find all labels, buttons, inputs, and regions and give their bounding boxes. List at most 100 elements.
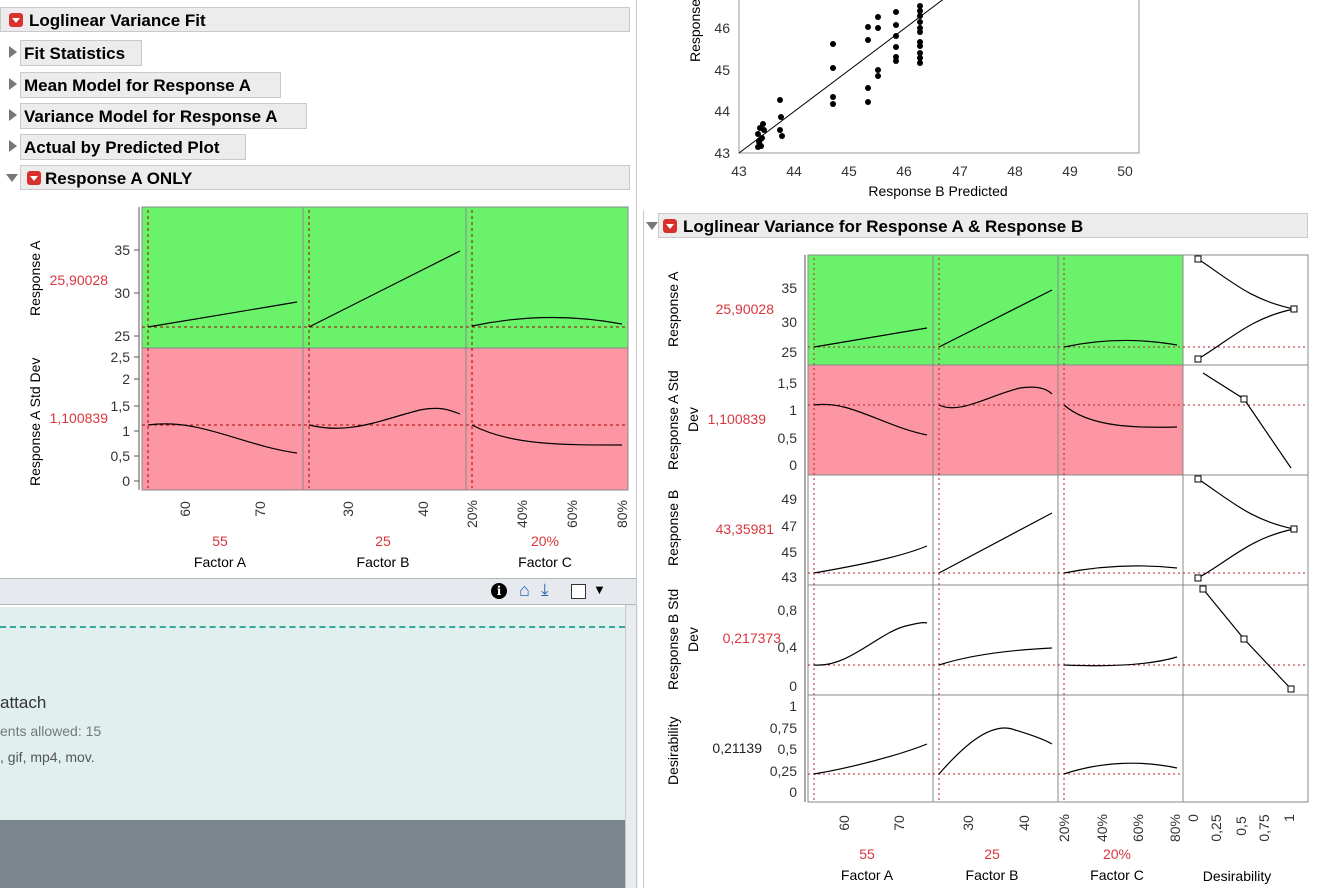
scatter-point[interactable] xyxy=(761,127,767,133)
scatter-point[interactable] xyxy=(917,43,923,49)
scatter-point[interactable] xyxy=(757,137,763,143)
tick-label: 50 xyxy=(1117,163,1133,179)
factor-b-value[interactable]: 25 xyxy=(984,846,1000,862)
scatter-point[interactable] xyxy=(893,58,899,64)
scatter-point[interactable] xyxy=(893,9,899,15)
tick-label: 70 xyxy=(891,815,907,831)
scatter-point[interactable] xyxy=(875,14,881,20)
desirability-handle[interactable] xyxy=(1290,305,1298,313)
scatter-point[interactable] xyxy=(917,29,923,35)
scatter-point[interactable] xyxy=(830,94,836,100)
scatter-point[interactable] xyxy=(917,8,923,14)
tick-label: 0,25 xyxy=(770,763,797,779)
desirability-handle[interactable] xyxy=(1194,255,1202,263)
tick-label: 0 xyxy=(122,473,130,489)
export-icon[interactable]: ⤓ xyxy=(541,580,549,599)
section-actual-by-predicted[interactable]: Actual by Predicted Plot xyxy=(20,134,246,160)
row-value[interactable]: 25,90028 xyxy=(716,301,775,317)
scatter-point[interactable] xyxy=(865,24,871,30)
tick-label: 49 xyxy=(1062,163,1078,179)
profiler-cell xyxy=(807,254,934,366)
scatter-point[interactable] xyxy=(760,121,766,127)
loglinear-variance-ab-header[interactable]: Loglinear Variance for Response A & Resp… xyxy=(658,213,1308,238)
scatter-point[interactable] xyxy=(917,50,923,56)
scatter-point[interactable] xyxy=(893,22,899,28)
desirability-handle[interactable] xyxy=(1194,355,1202,363)
scatter-point[interactable] xyxy=(875,67,881,73)
tick-label: 44 xyxy=(714,103,730,119)
disclosure-closed-icon[interactable] xyxy=(9,140,17,152)
scatter-point[interactable] xyxy=(865,37,871,43)
tick-label: 30 xyxy=(781,314,797,330)
toolbar-dropdown-icon[interactable]: ▼ xyxy=(593,582,606,597)
factor-a-value[interactable]: 55 xyxy=(212,533,228,549)
factor-b-value[interactable]: 25 xyxy=(375,533,391,549)
tick-label: 44 xyxy=(786,163,802,179)
row-value[interactable]: 43,35981 xyxy=(716,521,775,537)
section-mean-model[interactable]: Mean Model for Response A xyxy=(20,72,281,98)
scatter-point[interactable] xyxy=(875,73,881,79)
response-a-only-header[interactable]: Response A ONLY xyxy=(20,165,630,190)
factor-c-value[interactable]: 20% xyxy=(531,533,559,549)
red-triangle-menu-icon[interactable] xyxy=(663,219,677,233)
actual-by-predicted-scatter: Response 43 44 45 46 43 44 45 46 47 48 4… xyxy=(687,0,1140,199)
attach-label[interactable]: attach xyxy=(0,693,47,712)
desirability-handle[interactable] xyxy=(1240,635,1248,643)
row-value-response-a-sd[interactable]: 1,100839 xyxy=(50,410,109,426)
desirability-handle[interactable] xyxy=(1194,475,1202,483)
red-triangle-menu-icon[interactable] xyxy=(27,171,41,185)
disclosure-closed-icon[interactable] xyxy=(9,46,17,58)
tick-label: 60 xyxy=(177,501,193,517)
scatter-point[interactable] xyxy=(830,65,836,71)
row-label: Response B Std xyxy=(665,589,681,690)
scatter-point[interactable] xyxy=(917,55,923,61)
desirability-handle[interactable] xyxy=(1240,395,1248,403)
scatter-point[interactable] xyxy=(778,114,784,120)
row-value-response-a[interactable]: 25,90028 xyxy=(50,272,109,288)
profiler-cell xyxy=(807,694,934,803)
scatter-point[interactable] xyxy=(830,41,836,47)
section-variance-model[interactable]: Variance Model for Response A xyxy=(20,103,307,129)
factor-c-value[interactable]: 20% xyxy=(1103,846,1131,862)
section-fit-statistics[interactable]: Fit Statistics xyxy=(20,40,142,66)
row-label: Response A xyxy=(665,271,681,347)
scatter-point[interactable] xyxy=(755,131,761,137)
profiler-cell xyxy=(1057,694,1184,803)
factor-c-label: Factor C xyxy=(518,554,572,570)
left-report-window: Loglinear Variance Fit Fit Statistics Me… xyxy=(0,0,636,578)
selection-checkbox[interactable] xyxy=(571,584,586,599)
desirability-handle[interactable] xyxy=(1290,525,1298,533)
loglinear-variance-fit-header[interactable]: Loglinear Variance Fit xyxy=(0,7,630,32)
curve xyxy=(938,386,1053,409)
scatter-point[interactable] xyxy=(830,101,836,107)
scatter-point[interactable] xyxy=(917,19,923,25)
row-value[interactable]: 0,217373 xyxy=(723,630,782,646)
home-icon[interactable]: ⌂ xyxy=(519,580,530,600)
scatter-point[interactable] xyxy=(893,44,899,50)
disclosure-closed-icon[interactable] xyxy=(9,109,17,121)
desirability-handle[interactable] xyxy=(1199,585,1207,593)
desirability-handle[interactable] xyxy=(1287,685,1295,693)
scatter-point[interactable] xyxy=(777,97,783,103)
factor-a-value[interactable]: 55 xyxy=(859,846,875,862)
disclosure-open-icon[interactable] xyxy=(6,174,18,182)
scatter-point[interactable] xyxy=(917,3,923,9)
disclosure-closed-icon[interactable] xyxy=(9,78,17,90)
tick-label: 35 xyxy=(114,242,130,258)
red-triangle-menu-icon[interactable] xyxy=(9,13,23,27)
desirability-handle[interactable] xyxy=(1194,574,1202,582)
curve-sd-factor-a xyxy=(147,423,298,454)
row-value[interactable]: 1,100839 xyxy=(708,411,767,427)
scatter-point[interactable] xyxy=(755,144,761,150)
scatter-point[interactable] xyxy=(893,33,899,39)
scatter-point[interactable] xyxy=(865,99,871,105)
scatter-point[interactable] xyxy=(865,85,871,91)
scatter-point[interactable] xyxy=(779,133,785,139)
scatter-point[interactable] xyxy=(917,13,923,19)
scatter-point[interactable] xyxy=(777,127,783,133)
scatter-point[interactable] xyxy=(875,25,881,31)
info-icon[interactable]: i xyxy=(491,583,507,599)
disclosure-open-icon[interactable] xyxy=(646,222,658,230)
scatter-point[interactable] xyxy=(917,60,923,66)
profiler-cell xyxy=(807,364,934,476)
